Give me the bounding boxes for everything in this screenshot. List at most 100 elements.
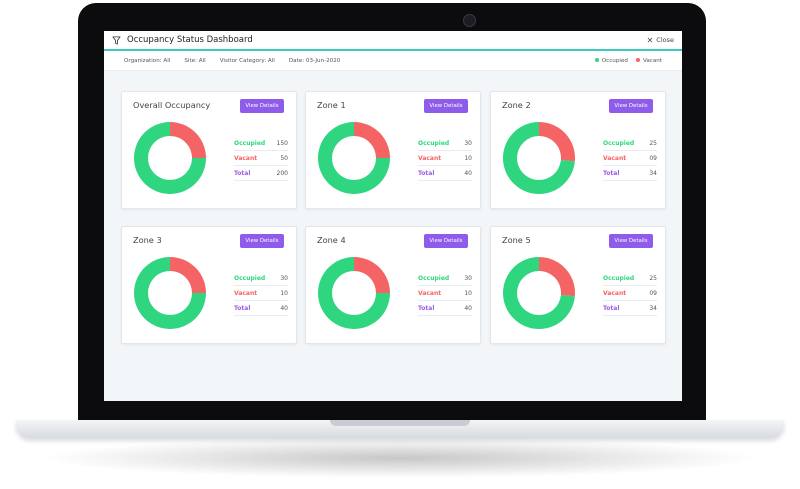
stat-row-occupied: Occupied 30 [418, 271, 472, 286]
occupancy-card: Overall Occupancy View Details Occupied … [121, 91, 297, 209]
legend-vacant: Vacant [635, 58, 662, 64]
donut-chart [134, 122, 206, 194]
vacant-slice [539, 257, 575, 297]
occupied-value: 25 [649, 274, 657, 282]
occupied-dot-icon [594, 58, 599, 62]
total-value: 34 [649, 304, 657, 312]
filter-visitor-category[interactable]: Visitor Category: All [219, 57, 275, 64]
view-details-button[interactable]: View Details [240, 234, 284, 248]
stats-table: Occupied 25 Vacant 09 Total 34 [603, 136, 657, 181]
stats-table: Occupied 30 Vacant 10 Total 40 [234, 271, 288, 316]
card-title: Zone 1 [317, 100, 346, 110]
stat-row-total: Total 200 [234, 166, 288, 181]
filter-site[interactable]: Site: All [184, 57, 206, 64]
occupied-label: Occupied [418, 274, 450, 282]
vacant-value: 50 [280, 154, 288, 162]
stats-table: Occupied 30 Vacant 10 Total 40 [418, 271, 472, 316]
donut-chart [503, 257, 575, 329]
stat-row-occupied: Occupied 25 [603, 136, 657, 151]
total-label: Total [603, 304, 620, 312]
view-details-button[interactable]: View Details [609, 234, 653, 248]
total-value: 34 [649, 169, 657, 177]
vacant-label: Vacant [418, 154, 442, 162]
occupied-slice [318, 122, 390, 194]
stat-row-total: Total 40 [418, 301, 472, 316]
vacant-label: Vacant [418, 289, 442, 297]
stat-row-occupied: Occupied 150 [234, 136, 288, 151]
vacant-slice [539, 122, 575, 162]
stat-row-vacant: Vacant 10 [418, 151, 472, 166]
stats-table: Occupied 150 Vacant 50 Total 200 [234, 136, 288, 181]
occupied-label: Occupied [418, 139, 450, 147]
page-title: Occupancy Status Dashboard [127, 35, 253, 45]
stat-row-total: Total 34 [603, 166, 657, 181]
occupied-label: Occupied [234, 274, 266, 282]
occupancy-card: Zone 4 View Details Occupied 30 Vacant 1… [305, 226, 481, 344]
stat-row-total: Total 34 [603, 301, 657, 316]
card-title: Zone 3 [133, 235, 162, 245]
total-label: Total [603, 169, 620, 177]
close-button[interactable]: ✕ Close [647, 36, 674, 45]
legend-occupied-label: Occupied [601, 57, 628, 64]
occupancy-card: Zone 5 View Details Occupied 25 Vacant 0… [490, 226, 666, 344]
occupied-value: 30 [464, 274, 472, 282]
card-title: Overall Occupancy [133, 100, 211, 110]
occupied-slice [503, 122, 575, 194]
occupied-label: Occupied [603, 139, 635, 147]
occupied-value: 30 [464, 139, 472, 147]
view-details-button[interactable]: View Details [424, 99, 468, 113]
occupied-label: Occupied [234, 139, 266, 147]
total-value: 40 [464, 304, 472, 312]
laptop-base [16, 420, 784, 438]
stat-row-vacant: Vacant 50 [234, 151, 288, 166]
close-icon: ✕ [646, 35, 654, 45]
card-title: Zone 2 [502, 100, 531, 110]
total-value: 40 [280, 304, 288, 312]
stat-row-vacant: Vacant 10 [234, 286, 288, 301]
card-title: Zone 5 [502, 235, 531, 245]
total-value: 200 [276, 169, 288, 177]
stat-row-occupied: Occupied 30 [234, 271, 288, 286]
filter-icon[interactable] [112, 35, 121, 45]
view-details-button[interactable]: View Details [424, 234, 468, 248]
vacant-value: 10 [280, 289, 288, 297]
filter-date[interactable]: Date: 03-Jun-2020 [288, 57, 341, 64]
legend: Occupied Vacant [594, 57, 662, 64]
total-label: Total [234, 304, 251, 312]
total-value: 40 [464, 169, 472, 177]
vacant-label: Vacant [234, 289, 258, 297]
donut-chart [318, 257, 390, 329]
view-details-button[interactable]: View Details [609, 99, 653, 113]
vacant-label: Vacant [603, 154, 627, 162]
stat-row-vacant: Vacant 09 [603, 151, 657, 166]
vacant-label: Vacant [234, 154, 258, 162]
occupied-value: 150 [276, 139, 288, 147]
webcam [463, 14, 476, 27]
occupied-slice [134, 122, 206, 194]
occupied-slice [134, 257, 206, 329]
vacant-slice [354, 257, 390, 293]
occupancy-card: Zone 3 View Details Occupied 30 Vacant 1… [121, 226, 297, 344]
total-label: Total [418, 169, 435, 177]
title-bar: Occupancy Status Dashboard ✕ Close [104, 31, 682, 51]
stat-row-total: Total 40 [234, 301, 288, 316]
occupied-value: 30 [280, 274, 288, 282]
total-label: Total [418, 304, 435, 312]
donut-chart [134, 257, 206, 329]
view-details-button[interactable]: View Details [240, 99, 284, 113]
occupied-label: Occupied [603, 274, 635, 282]
vacant-slice [170, 122, 206, 158]
legend-occupied: Occupied [594, 57, 628, 64]
stat-row-vacant: Vacant 10 [418, 286, 472, 301]
occupied-slice [318, 257, 390, 329]
occupied-slice [503, 257, 575, 329]
total-label: Total [234, 169, 251, 177]
donut-chart [503, 122, 575, 194]
card-title: Zone 4 [317, 235, 346, 245]
close-label: Close [656, 36, 674, 44]
stats-table: Occupied 30 Vacant 10 Total 40 [418, 136, 472, 181]
stat-row-occupied: Occupied 30 [418, 136, 472, 151]
filter-organization[interactable]: Organization: All [124, 57, 171, 64]
vacant-value: 09 [649, 154, 657, 162]
vacant-slice [354, 122, 390, 158]
